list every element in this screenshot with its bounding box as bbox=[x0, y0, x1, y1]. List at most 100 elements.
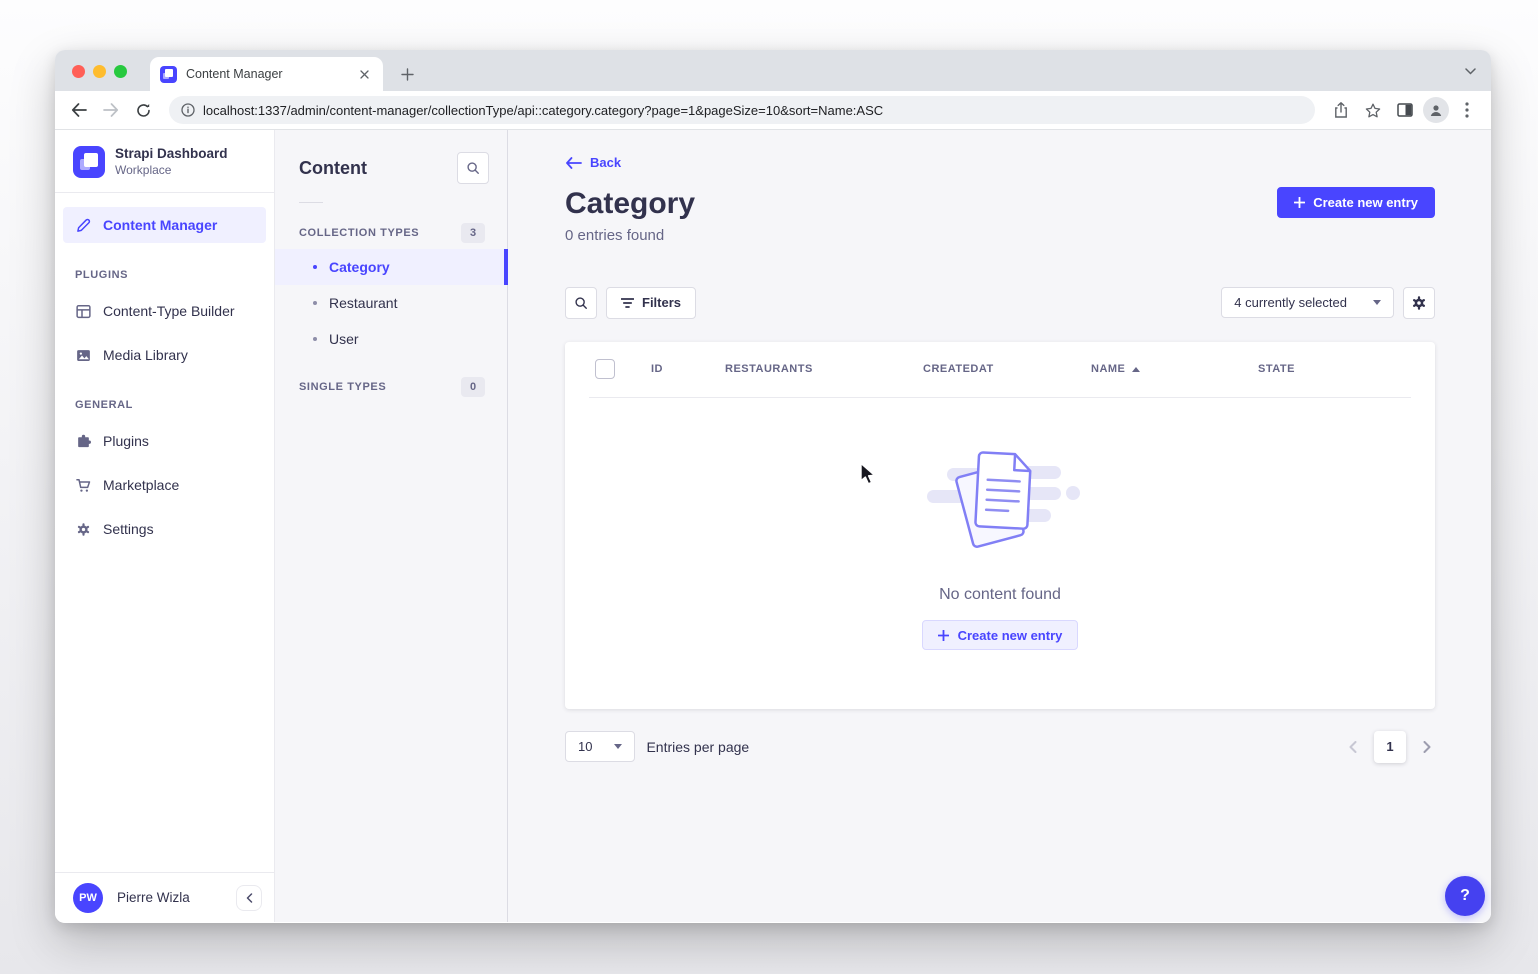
share-icon[interactable] bbox=[1327, 96, 1355, 124]
layout-icon bbox=[75, 303, 91, 319]
collection-types-group: COLLECTION TYPES 3 bbox=[275, 203, 507, 249]
subnav-item-restaurant[interactable]: Restaurant bbox=[275, 285, 507, 321]
tab-close-icon[interactable] bbox=[356, 66, 373, 83]
pagination-row: 10 Entries per page 1 bbox=[565, 730, 1435, 763]
empty-state-message: No content found bbox=[939, 586, 1061, 603]
user-avatar[interactable]: PW bbox=[73, 882, 103, 913]
bullet-icon bbox=[313, 265, 317, 269]
subnav-item-label: Restaurant bbox=[329, 295, 398, 311]
tab-search-chevron-icon[interactable] bbox=[1461, 62, 1479, 80]
gear-icon bbox=[75, 521, 91, 537]
subnav-item-label: Category bbox=[329, 259, 390, 275]
empty-create-entry-label: Create new entry bbox=[957, 627, 1063, 643]
window-controls bbox=[72, 65, 127, 78]
sidebar-section-general: GENERAL bbox=[75, 399, 133, 412]
select-all-checkbox[interactable] bbox=[595, 359, 615, 379]
documents-illustration bbox=[927, 451, 1080, 548]
forward-nav-icon[interactable] bbox=[97, 96, 125, 124]
column-header-state[interactable]: STATE bbox=[1258, 363, 1295, 375]
filters-button[interactable]: Filters bbox=[606, 286, 697, 319]
browser-tab-strip: Content Manager bbox=[55, 50, 1491, 91]
sidebar-item-settings[interactable]: Settings bbox=[63, 511, 266, 547]
sidebar-item-label: Content Manager bbox=[103, 217, 218, 234]
browser-menu-icon[interactable] bbox=[1453, 96, 1481, 124]
single-types-count-badge: 0 bbox=[461, 377, 485, 397]
subnav-item-label: User bbox=[329, 331, 359, 347]
workspace-switcher[interactable]: Strapi Dashboard Workplace bbox=[55, 130, 274, 192]
bookmark-star-icon[interactable] bbox=[1359, 96, 1387, 124]
table-header-row: ID RESTAURANTS CREATEDAT NAME STATE bbox=[565, 342, 1435, 397]
back-link[interactable]: Back bbox=[565, 155, 621, 170]
create-new-entry-label: Create new entry bbox=[1313, 194, 1418, 210]
back-label: Back bbox=[590, 155, 622, 170]
window-minimize-button[interactable] bbox=[93, 65, 106, 78]
filters-label: Filters bbox=[642, 295, 682, 310]
subnav-title: Content bbox=[299, 157, 367, 178]
tab-title: Content Manager bbox=[186, 67, 283, 81]
search-button[interactable] bbox=[565, 286, 597, 319]
page-1-button[interactable]: 1 bbox=[1374, 730, 1406, 763]
sidebar-item-plugins[interactable]: Plugins bbox=[63, 423, 266, 459]
browser-tab[interactable]: Content Manager bbox=[150, 57, 383, 91]
sidebar-item-content-manager[interactable]: Content Manager bbox=[63, 207, 266, 244]
back-nav-icon[interactable] bbox=[65, 96, 93, 124]
next-page-icon[interactable] bbox=[1419, 739, 1435, 755]
collection-types-label: COLLECTION TYPES bbox=[299, 227, 420, 239]
empty-state: No content found Create new entry bbox=[565, 398, 1435, 709]
back-arrow-icon bbox=[566, 156, 582, 169]
strapi-app: Strapi Dashboard Workplace Content Manag… bbox=[55, 130, 1491, 922]
browser-window: Content Manager localhost:1337/admin/con… bbox=[55, 50, 1491, 923]
window-maximize-button[interactable] bbox=[114, 65, 127, 78]
window-close-button[interactable] bbox=[72, 65, 85, 78]
site-info-icon[interactable] bbox=[181, 103, 195, 117]
previous-page-icon[interactable] bbox=[1345, 739, 1361, 755]
column-header-createdat[interactable]: CREATEDAT bbox=[923, 363, 994, 375]
plus-icon bbox=[937, 629, 949, 641]
browser-toolbar: localhost:1337/admin/content-manager/col… bbox=[55, 91, 1491, 130]
strapi-logo bbox=[73, 146, 105, 179]
url-text: localhost:1337/admin/content-manager/col… bbox=[203, 102, 884, 118]
sidebar-item-content-type-builder[interactable]: Content-Type Builder bbox=[63, 293, 266, 329]
subnav-item-user[interactable]: User bbox=[275, 321, 507, 357]
column-header-restaurants[interactable]: RESTAURANTS bbox=[725, 363, 813, 375]
collapse-sidebar-button[interactable] bbox=[236, 884, 262, 911]
workspace-name: Workplace bbox=[115, 162, 172, 177]
sidebar-item-label: Content-Type Builder bbox=[103, 303, 235, 320]
side-panel-icon[interactable] bbox=[1391, 96, 1419, 124]
bullet-icon bbox=[313, 337, 317, 341]
column-header-name[interactable]: NAME bbox=[1091, 363, 1258, 375]
browser-profile-avatar[interactable] bbox=[1423, 97, 1449, 123]
empty-create-entry-button[interactable]: Create new entry bbox=[921, 620, 1079, 650]
user-name: Pierre Wizla bbox=[117, 890, 190, 905]
page-size-dropdown[interactable]: 10 bbox=[565, 731, 636, 762]
url-bar[interactable]: localhost:1337/admin/content-manager/col… bbox=[169, 96, 1315, 124]
subnav-item-category[interactable]: Category bbox=[275, 249, 508, 285]
create-new-entry-button[interactable]: Create new entry bbox=[1277, 186, 1435, 218]
strapi-favicon bbox=[160, 65, 177, 83]
view-settings-button[interactable] bbox=[1403, 286, 1435, 319]
single-types-group: SINGLE TYPES 0 bbox=[275, 357, 507, 403]
plus-icon bbox=[1294, 196, 1306, 208]
content-subnav: Content COLLECTION TYPES 3 Category Rest… bbox=[275, 130, 508, 922]
sidebar-section-plugins: PLUGINS bbox=[75, 269, 129, 282]
fields-selected-dropdown[interactable]: 4 currently selected bbox=[1221, 287, 1394, 318]
cart-icon bbox=[75, 477, 91, 493]
filter-icon bbox=[621, 297, 634, 308]
main-content: Back Category 0 entries found Create new… bbox=[508, 130, 1491, 922]
entries-table-card: ID RESTAURANTS CREATEDAT NAME STATE bbox=[565, 341, 1435, 709]
sidebar-item-marketplace[interactable]: Marketplace bbox=[63, 467, 266, 503]
new-tab-button[interactable] bbox=[393, 60, 421, 88]
chevron-down-icon bbox=[1373, 300, 1381, 305]
reload-icon[interactable] bbox=[129, 96, 157, 124]
help-button[interactable]: ? bbox=[1445, 876, 1485, 916]
chevron-down-icon bbox=[614, 744, 623, 749]
column-header-id[interactable]: ID bbox=[651, 363, 663, 375]
page-title: Category bbox=[565, 186, 696, 220]
app-name: Strapi Dashboard bbox=[115, 146, 228, 161]
subnav-search-button[interactable] bbox=[457, 152, 489, 184]
entries-count: 0 entries found bbox=[565, 226, 665, 244]
sidebar-item-media-library[interactable]: Media Library bbox=[63, 337, 266, 373]
sidebar-divider bbox=[55, 192, 274, 194]
sidebar-item-label: Settings bbox=[103, 521, 154, 538]
sidebar-item-label: Plugins bbox=[103, 433, 149, 450]
